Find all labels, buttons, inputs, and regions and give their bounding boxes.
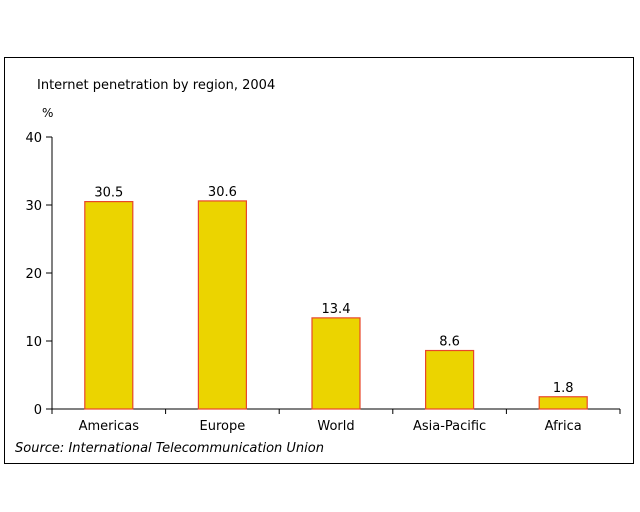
bar <box>538 396 588 410</box>
bar <box>425 349 475 410</box>
bar <box>311 317 361 410</box>
category-label: Asia-Pacific <box>413 419 486 434</box>
bar-chart-plot: 0 10 20 30 40 30.5 Americas 30.6 Europe 13.4 World… <box>25 131 621 434</box>
y-tick-label: 20 <box>25 267 42 282</box>
category-label: Americas <box>79 419 140 434</box>
data-label: 8.6 <box>439 335 460 350</box>
chart-title: Internet penetration by region, 2004 <box>37 78 276 93</box>
y-axis-unit-label: % <box>42 106 54 120</box>
y-tick-label: 40 <box>25 131 42 146</box>
y-tick-label: 0 <box>34 403 42 418</box>
chart-frame: Internet penetration by region, 2004 % 0… <box>4 57 634 464</box>
y-tick-label: 10 <box>25 335 42 350</box>
data-label: 30.6 <box>208 185 237 200</box>
category-label: World <box>317 419 354 434</box>
bar <box>84 201 134 410</box>
bar <box>197 200 247 410</box>
category-label: Africa <box>545 419 582 434</box>
data-label: 30.5 <box>94 186 123 201</box>
y-tick-label: 30 <box>25 199 42 214</box>
source-note: Source: International Telecommunication … <box>15 441 324 456</box>
category-label: Europe <box>200 419 246 434</box>
data-label: 13.4 <box>322 302 351 317</box>
data-label: 1.8 <box>553 381 574 396</box>
